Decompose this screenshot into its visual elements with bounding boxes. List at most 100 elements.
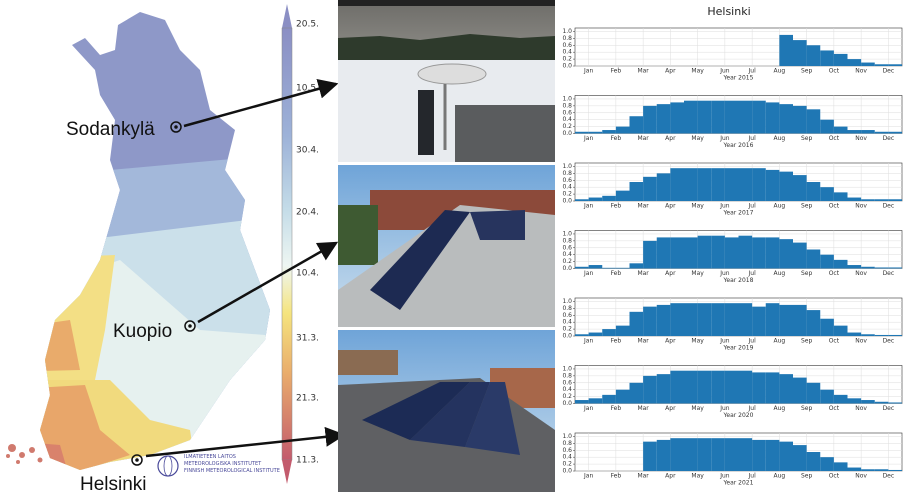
bar — [629, 116, 644, 134]
y-tick-label: 0.6 — [562, 312, 572, 319]
bar — [656, 374, 671, 404]
x-tick-label: Oct — [829, 203, 840, 210]
bar — [615, 126, 630, 134]
x-axis-label: Year 2017 — [723, 210, 754, 217]
x-tick-label: Nov — [855, 135, 867, 142]
x-tick-label: Nov — [855, 473, 867, 480]
bar — [738, 100, 753, 134]
bar — [806, 452, 821, 471]
bar — [765, 303, 780, 336]
bar — [806, 310, 821, 336]
y-tick-label: 0.0 — [562, 333, 572, 340]
x-tick-label: Aug — [774, 405, 786, 412]
x-tick-label: Feb — [611, 473, 622, 480]
bar — [861, 266, 875, 269]
bar — [874, 199, 889, 201]
x-tick-label: Jul — [748, 405, 757, 412]
photo-kuopio — [338, 165, 555, 327]
bar — [861, 199, 875, 201]
bar — [793, 445, 807, 471]
x-tick-label: Dec — [883, 68, 895, 75]
bar — [806, 45, 821, 66]
bar — [752, 100, 766, 134]
x-tick-label: Jan — [583, 473, 593, 480]
x-tick-label: Jul — [748, 135, 757, 142]
bar — [684, 438, 698, 471]
x-tick-label: Oct — [829, 270, 840, 277]
bar — [861, 130, 875, 134]
bar — [833, 259, 848, 269]
bar — [615, 389, 630, 404]
bar — [629, 263, 644, 269]
chart-title: Helsinki — [707, 5, 750, 18]
y-tick-label: 0.2 — [562, 258, 572, 265]
bar — [684, 303, 698, 336]
bar — [643, 105, 657, 134]
x-tick-label: Oct — [829, 338, 840, 345]
bar — [765, 102, 780, 134]
bar — [629, 382, 644, 404]
bar — [833, 53, 848, 66]
locations — [131, 79, 346, 466]
chart-panel: 0.00.20.40.60.81.0 Jan Feb Mar Apr May Jun Jul A… — [562, 432, 903, 487]
x-tick-label: Sep — [801, 68, 813, 75]
x-tick-label: Dec — [883, 203, 895, 210]
bar — [820, 187, 834, 201]
x-tick-label: Sep — [801, 338, 813, 345]
bar — [847, 467, 862, 471]
bar — [861, 62, 875, 66]
y-tick-label: 0.8 — [562, 170, 572, 177]
x-tick-label: Jun — [719, 68, 730, 75]
bar — [752, 237, 766, 269]
bar — [656, 173, 671, 201]
bar — [588, 131, 603, 134]
x-tick-label: Mar — [637, 135, 649, 142]
x-tick-label: Mar — [637, 270, 649, 277]
bar — [779, 374, 793, 404]
x-tick-label: Sep — [801, 270, 813, 277]
logo-mark — [157, 455, 179, 477]
bar — [724, 168, 739, 201]
location-label: Sodankylä — [66, 119, 155, 140]
y-tick-label: 0.0 — [562, 468, 572, 475]
x-tick-label: Apr — [665, 338, 676, 345]
bar — [697, 235, 712, 269]
x-tick-label: Jun — [719, 203, 730, 210]
bar — [793, 40, 807, 66]
x-tick-label: Feb — [611, 68, 622, 75]
x-tick-label: Jan — [583, 203, 593, 210]
arrow — [145, 426, 346, 458]
y-tick-label: 1.0 — [562, 433, 572, 440]
bar — [765, 169, 780, 201]
bar — [779, 239, 793, 269]
bar — [874, 334, 889, 336]
x-tick-label: Jan — [583, 270, 593, 277]
x-tick-label: Aug — [774, 68, 786, 75]
bar — [615, 267, 630, 269]
bar — [575, 131, 589, 134]
bar — [888, 131, 902, 134]
y-tick-label: 1.0 — [562, 28, 572, 35]
x-tick-label: May — [691, 68, 704, 75]
x-tick-label: Feb — [611, 203, 622, 210]
bar — [575, 400, 589, 404]
y-tick-label: 0.2 — [562, 123, 572, 130]
x-tick-label: Jun — [719, 135, 730, 142]
logo-text: ILMATIETEEN LAITOS — [184, 454, 236, 460]
x-tick-label: Apr — [665, 405, 676, 412]
y-tick-label: 1.0 — [562, 163, 572, 170]
bar — [711, 235, 725, 269]
bar — [724, 100, 739, 134]
bar — [670, 370, 684, 404]
bar — [847, 332, 862, 336]
y-tick-label: 0.0 — [562, 400, 572, 407]
bar — [752, 306, 766, 336]
bar — [575, 334, 589, 336]
bar — [888, 402, 902, 404]
x-tick-label: Aug — [774, 203, 786, 210]
y-tick-label: 0.4 — [562, 251, 572, 258]
finland-map — [40, 12, 270, 470]
y-tick-label: 0.6 — [562, 379, 572, 386]
bar — [588, 265, 603, 269]
bar — [656, 439, 671, 471]
